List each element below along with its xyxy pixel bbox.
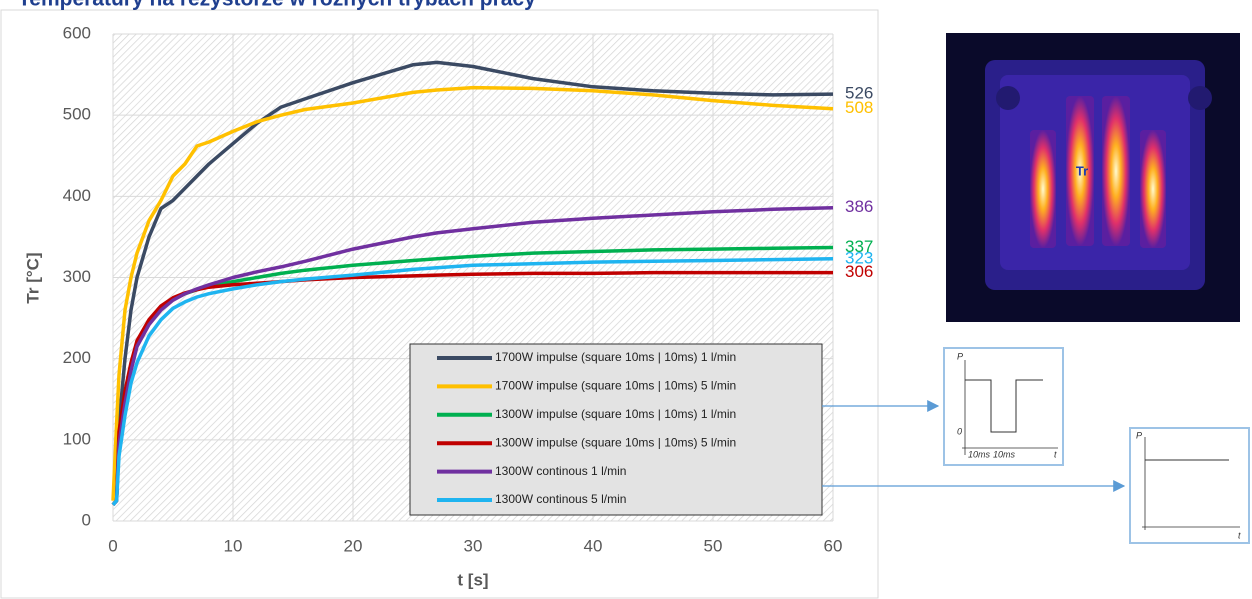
inset-constant: P t <box>1129 427 1250 544</box>
x-tick-label: 30 <box>464 536 483 555</box>
series-line <box>111 270 833 506</box>
y-tick-label: 600 <box>63 23 91 42</box>
inset-x-label: t <box>1238 530 1241 540</box>
legend-label: 1300W impulse (square 10ms | 10ms) 5 l/m… <box>495 435 736 449</box>
inset-square-wave: P 0 10ms 10ms t <box>943 347 1064 466</box>
y-tick-label: 400 <box>63 186 91 205</box>
y-axis-title: Tr [°C] <box>23 252 42 303</box>
end-value-label: 526 <box>845 84 873 103</box>
end-value-label: 306 <box>845 262 873 281</box>
legend <box>409 343 823 516</box>
end-value-label: 508 <box>845 98 873 117</box>
thermal-image: Tr <box>946 33 1240 322</box>
inset-y-label: P <box>957 351 963 361</box>
end-value-label: 323 <box>845 248 873 267</box>
legend-label: 1300W continous 5 l/min <box>495 492 626 506</box>
legend-label: 1700W impulse (square 10ms | 10ms) 5 l/m… <box>495 379 736 393</box>
series-line <box>111 257 834 506</box>
x-tick-label: 0 <box>108 536 117 555</box>
x-tick-label: 20 <box>344 536 363 555</box>
inset-zero-label: 0 <box>957 426 962 436</box>
x-tick-label: 40 <box>584 536 603 555</box>
x-tick-label: 10 <box>224 536 243 555</box>
inset-x-mark: 10ms <box>993 449 1016 459</box>
y-tick-label: 100 <box>63 429 91 448</box>
end-value-label: 386 <box>845 197 873 216</box>
thermal-marker: Tr <box>1076 163 1088 178</box>
inset-x-mark: 10ms <box>968 449 991 459</box>
chart-title: Temperatury na rezystorze w różnych tryb… <box>18 0 536 11</box>
legend-label: 1700W impulse (square 10ms | 10ms) 1 l/m… <box>495 350 736 364</box>
x-tick-label: 60 <box>824 536 843 555</box>
x-axis-title: t [s] <box>457 570 488 589</box>
series-line <box>111 60 834 506</box>
y-tick-label: 300 <box>63 267 91 286</box>
inset-x-label: t <box>1054 449 1057 459</box>
series-line <box>111 205 834 506</box>
end-value-label: 337 <box>845 237 873 256</box>
inset-y-label: P <box>1136 430 1142 440</box>
series-line <box>111 85 834 501</box>
legend-label: 1300W impulse (square 10ms | 10ms) 1 l/m… <box>495 407 736 421</box>
y-tick-label: 0 <box>82 510 91 529</box>
y-tick-label: 500 <box>63 105 91 124</box>
x-tick-label: 50 <box>704 536 723 555</box>
y-tick-label: 200 <box>63 348 91 367</box>
legend-label: 1300W continous 1 l/min <box>495 464 626 478</box>
